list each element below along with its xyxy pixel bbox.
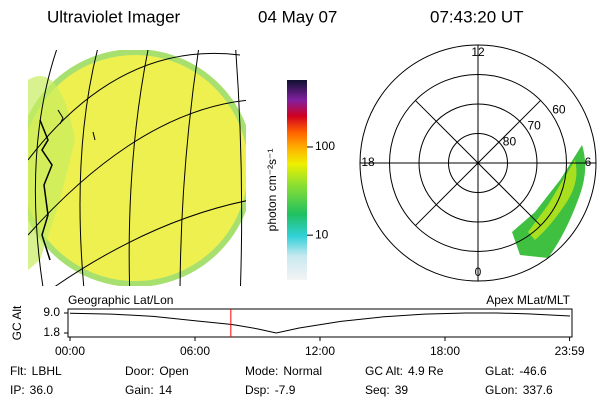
lat-label: 80	[503, 135, 517, 149]
info-label: GC Alt:	[365, 364, 403, 378]
info-label: GLon:	[485, 383, 518, 397]
mlt-label: 12	[471, 45, 485, 59]
colorbar-label: photon cm⁻²s⁻¹	[265, 149, 279, 232]
info-label: Seq:	[365, 383, 390, 397]
instrument: Ultraviolet Imager	[47, 7, 181, 26]
altitude-line	[69, 312, 571, 334]
info-value: LBHL	[32, 364, 62, 378]
info-value: -46.6	[519, 364, 547, 378]
mlt-label: 6	[585, 155, 592, 169]
mlt-label: 0	[475, 265, 482, 279]
x-tick-label: 23:59	[555, 344, 585, 358]
globe-image	[28, 50, 246, 286]
info-value: 14	[159, 383, 173, 397]
colorbar-tick-label: 100	[315, 139, 335, 153]
y-tick-label: 9.0	[43, 305, 60, 319]
x-tick-label: 18:00	[430, 344, 460, 358]
info-label: GLat:	[485, 364, 514, 378]
info-label: Gain:	[125, 383, 154, 397]
info-value: Open	[159, 364, 188, 378]
info-label: Flt:	[10, 364, 27, 378]
aurora-image	[512, 145, 586, 258]
colorbar	[287, 80, 307, 280]
lat-ring	[448, 133, 508, 193]
x-tick-label: 00:00	[55, 344, 85, 358]
info-value: 337.6	[523, 383, 553, 397]
x-tick-label: 06:00	[180, 344, 210, 358]
info-value: -7.9	[275, 383, 296, 397]
info-value: Normal	[283, 364, 322, 378]
x-tick-label: 12:00	[305, 344, 335, 358]
lat-label: 70	[528, 119, 542, 133]
info-label: Door:	[125, 364, 154, 378]
info-value: 4.9 Re	[408, 364, 444, 378]
polar-label: Apex MLat/MLT	[486, 293, 570, 307]
mlt-label: 18	[361, 155, 375, 169]
map-label: Geographic Lat/Lon	[68, 293, 173, 307]
altitude-label: GC Alt	[10, 305, 24, 340]
info-value: 39	[395, 383, 409, 397]
info-label: Dsp:	[245, 383, 270, 397]
colorbar-tick-label: 10	[315, 227, 329, 241]
info-value: 36.0	[30, 383, 54, 397]
date: 04 May 07	[258, 7, 337, 26]
info-label: IP:	[10, 383, 25, 397]
info-label: Mode:	[245, 364, 278, 378]
y-tick-label: 1.8	[43, 325, 60, 339]
time: 07:43:20 UT	[430, 7, 524, 26]
lat-ring	[389, 74, 567, 252]
lat-label: 60	[552, 103, 566, 117]
lat-ring	[418, 103, 538, 223]
